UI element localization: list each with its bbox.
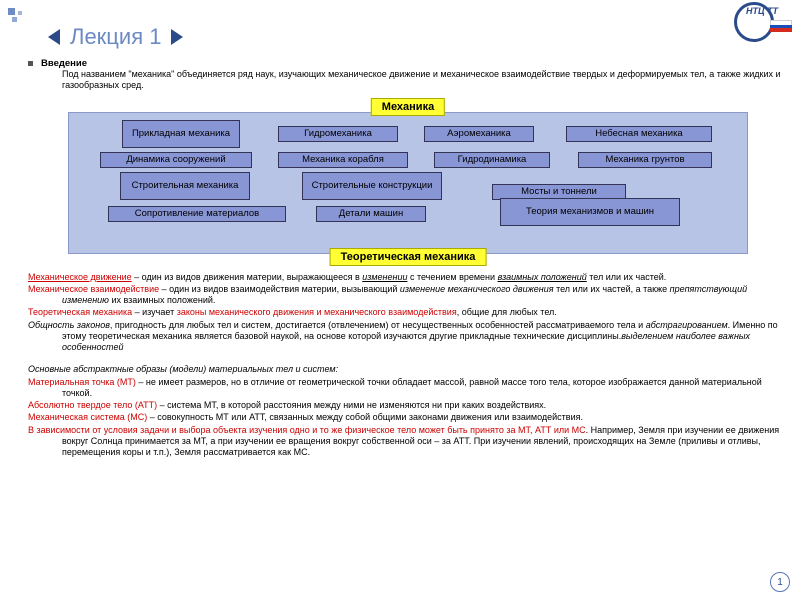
page-number-badge: 1 — [770, 572, 790, 592]
intro-heading: Введение — [41, 58, 87, 69]
diagram-node: Сопротивление материалов — [108, 206, 286, 222]
model-definition: Механическая система (МС) – совокупность… — [28, 412, 786, 423]
mechanics-diagram: Механика Прикладная механика Гидромеханик… — [68, 98, 748, 268]
diagram-node: Прикладная механика — [122, 120, 240, 148]
model-definition: Материальная точка (МТ) – не имеет разме… — [28, 377, 786, 400]
diagram-node: Гидромеханика — [278, 126, 398, 142]
definition: Общность законов, пригодность для любых … — [28, 320, 786, 354]
flag-icon — [770, 20, 792, 32]
prev-arrow-icon[interactable] — [48, 29, 60, 45]
logo: НТЦ ТТ — [734, 2, 794, 42]
diagram-top-label: Механика — [371, 98, 445, 116]
diagram-node: Динамика сооружений — [100, 152, 252, 168]
diagram-node: Аэромеханика — [424, 126, 534, 142]
definitions-block: Механическое движение – один из видов дв… — [28, 272, 786, 354]
logo-text: НТЦ ТТ — [746, 6, 778, 16]
page-title: Лекция 1 — [70, 24, 161, 50]
diagram-node: Детали машин — [316, 206, 426, 222]
diagram-node: Строительная механика — [120, 172, 250, 200]
corner-decoration — [8, 8, 24, 24]
diagram-node: Механика грунтов — [578, 152, 712, 168]
diagram-node: Механика корабля — [278, 152, 408, 168]
intro-body: Под названием "механика" объединяется ря… — [62, 69, 786, 92]
diagram-node: Строительные конструкции — [302, 172, 442, 200]
model-definition: Абсолютно твердое тело (АТТ) – система М… — [28, 400, 786, 411]
definition: Теоретическая механика – изучает законы … — [28, 307, 786, 318]
model-definition: В зависимости от условия задачи и выбора… — [28, 425, 786, 459]
diagram-node: Небесная механика — [566, 126, 712, 142]
definition: Механическое движение – один из видов дв… — [28, 272, 786, 283]
diagram-node: Теория механизмов и машин — [500, 198, 680, 226]
next-arrow-icon[interactable] — [171, 29, 183, 45]
definition: Механическое взаимодействие – один из ви… — [28, 284, 786, 307]
diagram-node: Гидродинамика — [434, 152, 550, 168]
bullet-icon — [28, 61, 33, 66]
diagram-bottom-label: Теоретическая механика — [330, 248, 487, 266]
models-block: Материальная точка (МТ) – не имеет разме… — [28, 377, 786, 459]
models-heading: Основные абстрактные образы (модели) мат… — [28, 364, 786, 375]
